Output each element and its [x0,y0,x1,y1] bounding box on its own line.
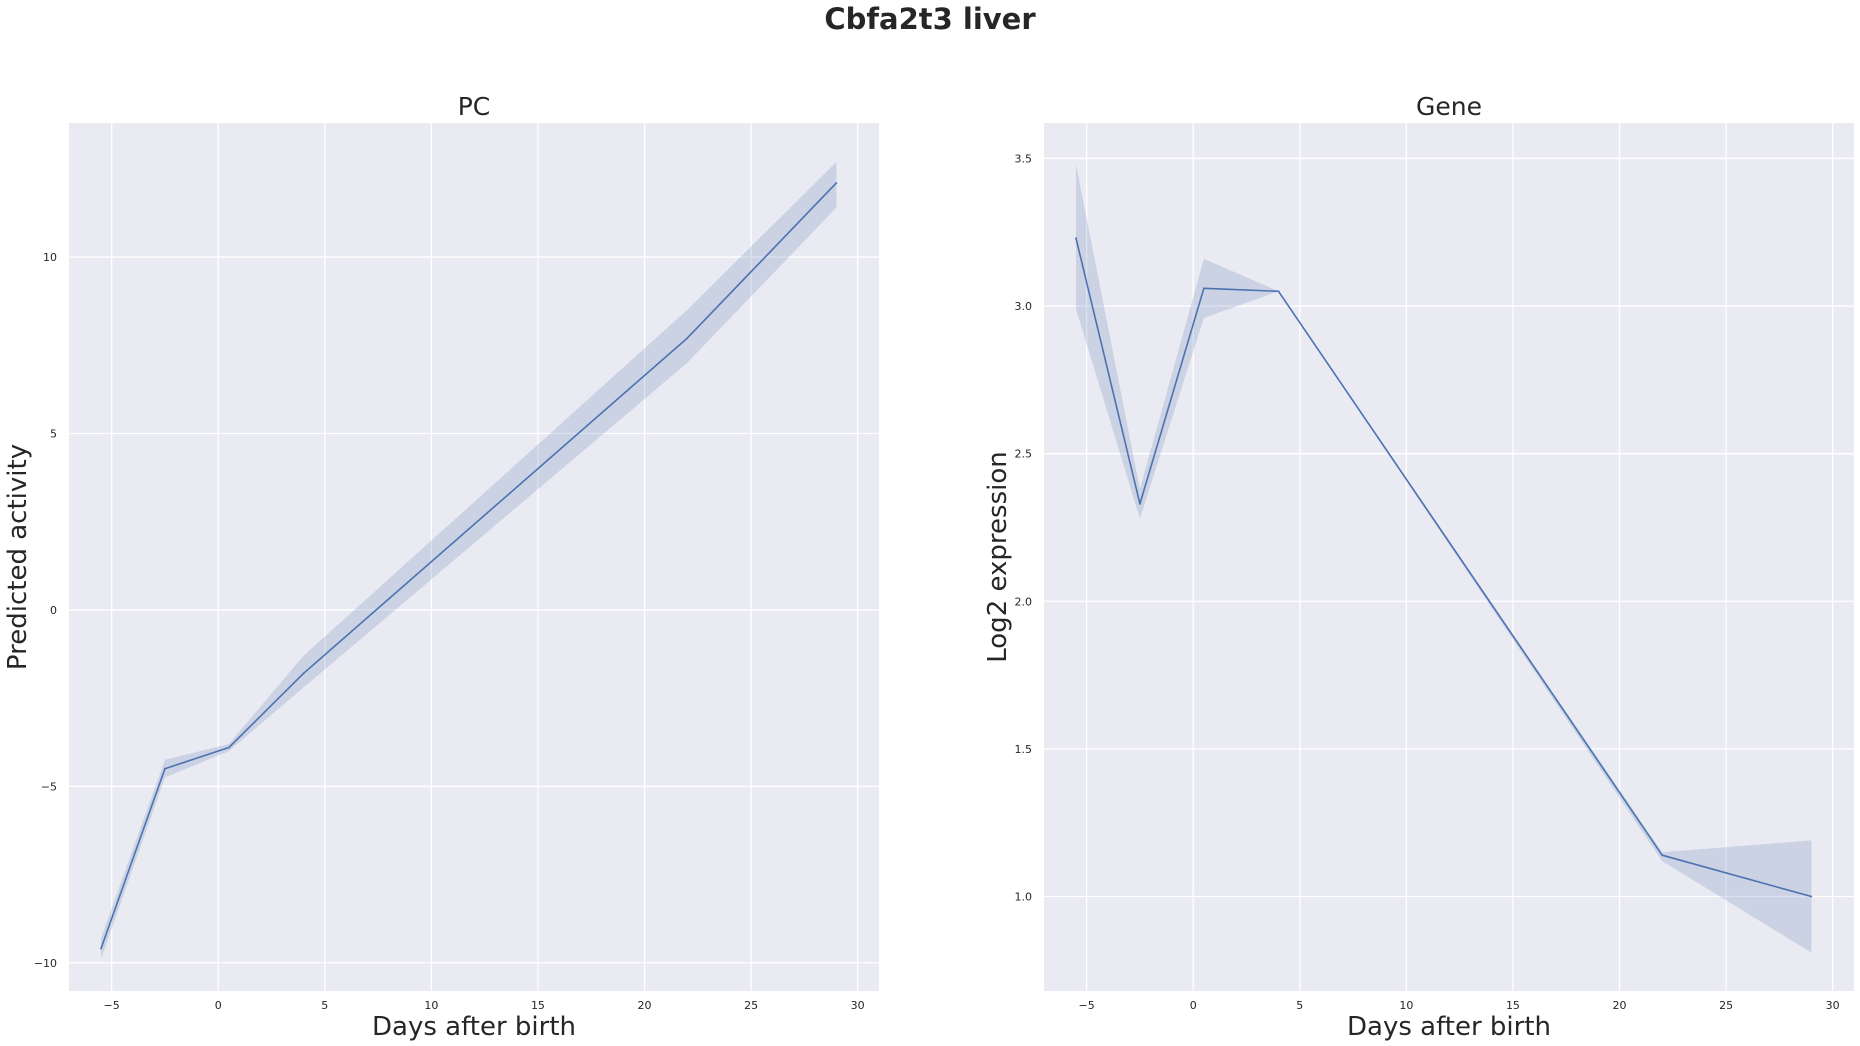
pc-y-tick-label: −10 [34,957,57,970]
gene-data-point [1203,287,1205,289]
gene-x-tick-label: 20 [1613,999,1627,1012]
gene-data-point [1139,503,1141,505]
pc-x-tick-label: 25 [744,999,758,1012]
gene-x-tick-label: 0 [1190,999,1197,1012]
gene-x-tick-label: 5 [1296,999,1303,1012]
gene-y-axis-label: Log2 expression [983,451,1013,663]
pc-y-tick-label: 10 [43,251,57,264]
pc-y-tick-label: 0 [50,604,57,617]
pc-data-point [835,182,837,184]
pc-x-tick-label: 10 [424,999,438,1012]
pc-data-point [100,948,102,950]
pc-data-point [228,747,230,749]
gene-data-point [1810,896,1812,898]
figure-title: Cbfa2t3 liver [824,2,1036,36]
gene-y-tick-label: 2.0 [1015,595,1033,608]
pc-x-tick-label: 15 [531,999,545,1012]
pc-data-point [164,768,166,770]
pc-x-tick-label: 20 [638,999,652,1012]
pc-x-tick-label: 0 [215,999,222,1012]
gene-y-tick-label: 3.5 [1015,152,1033,165]
gene-data-point [1278,290,1280,292]
gene-x-tick-label: 10 [1399,999,1413,1012]
pc-x-tick-label: −5 [104,999,120,1012]
pc-panel: −5 0 5 10 15 20 25 30 −10 −5 0 5 10 PC Days after birt… [3,92,879,1042]
gene-panel: −5 0 5 10 15 20 25 30 1.0 1.5 2.0 2.5 3.0 3.5 Gene Days… [983,92,1854,1042]
gene-x-tick-label: 25 [1719,999,1733,1012]
gene-y-tick-label: 2.5 [1015,448,1033,461]
gene-data-point [1661,854,1663,856]
pc-y-tick-label: −5 [41,780,57,793]
gene-y-tick-label: 1.5 [1015,743,1033,756]
pc-data-point [303,673,305,675]
gene-y-tick-label: 3.0 [1015,300,1033,313]
pc-y-tick-label: 5 [50,428,57,441]
pc-data-point [686,337,688,339]
gene-y-tick-label: 1.0 [1015,891,1033,904]
gene-x-axis-label: Days after birth [1347,1012,1551,1042]
pc-x-tick-label: 30 [851,999,865,1012]
gene-x-tick-label: −5 [1079,999,1095,1012]
pc-y-axis-label: Predicted activity [3,444,33,670]
gene-x-tick-label: 30 [1826,999,1840,1012]
gene-data-point [1075,237,1077,239]
pc-chart-title: PC [458,92,491,121]
pc-x-axis-label: Days after birth [372,1012,576,1042]
gene-chart-title: Gene [1416,92,1482,121]
gene-x-tick-label: 15 [1506,999,1520,1012]
pc-x-tick-label: 5 [321,999,328,1012]
